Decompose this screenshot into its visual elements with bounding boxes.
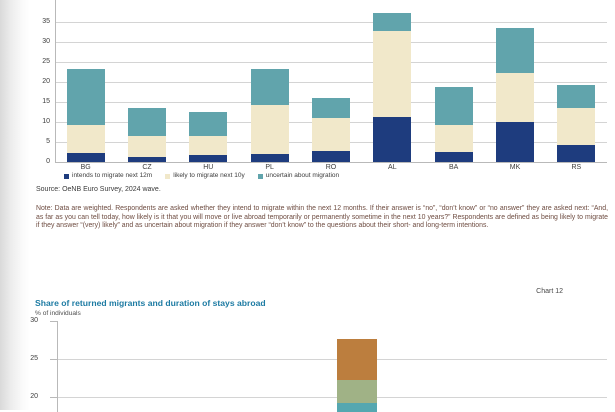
bar-segment [250, 153, 289, 162]
gridline-35 [55, 22, 607, 23]
chart2-unit-label: % of individuals [35, 310, 81, 317]
chart2-title: Share of returned migrants and duration … [35, 298, 266, 308]
stacked-bar-HU [189, 112, 228, 162]
legend-item: intends to migrate next 12m [64, 172, 152, 180]
y-tick-label: 15 [42, 98, 50, 105]
bar-segment [66, 69, 105, 125]
bar-segment [434, 86, 473, 125]
gridline-20 [57, 397, 607, 398]
bar-segment [66, 124, 105, 153]
stacked-bar-PL [250, 69, 289, 162]
y-tick-label: 35 [42, 18, 50, 25]
y-tick-label: 30 [42, 38, 50, 45]
gridline-0 [55, 162, 607, 163]
gridline-20 [55, 82, 607, 83]
gridline-25 [55, 62, 607, 63]
stacked-bar-MK [496, 28, 534, 162]
bar-segment [189, 135, 228, 155]
legend-swatch-icon [165, 173, 171, 179]
x-axis-label-AL: AL [388, 164, 397, 171]
y-tick-label: 10 [42, 118, 50, 125]
x-axis-label-CZ: CZ [142, 164, 152, 171]
bar-segment [250, 105, 289, 154]
bar-segment [128, 157, 166, 162]
y-tick-mark [50, 321, 57, 322]
bar-segment [557, 144, 596, 162]
x-axis-label-RO: RO [325, 164, 337, 171]
bar-segment [373, 30, 412, 118]
y-tick-label: 25 [30, 355, 38, 362]
bar-segment [128, 135, 166, 158]
bar-segment [557, 108, 596, 145]
y-tick-label: 0 [46, 158, 50, 165]
migration-intentions-legend: intends to migrate next 12m likely to mig… [64, 172, 339, 180]
bar-segment [128, 107, 166, 136]
y-axis-line [55, 0, 56, 162]
y-tick-label: 5 [46, 138, 50, 145]
bar-segment [66, 152, 105, 162]
y-tick-label: 25 [42, 58, 50, 65]
bar-segment [557, 84, 596, 108]
gridline-25 [57, 359, 607, 360]
stacked-bar-BA [434, 86, 473, 162]
legend-label: intends to migrate next 12m [72, 172, 153, 179]
x-axis-label-PL: PL [265, 164, 274, 171]
bar-segment [312, 98, 350, 119]
bar-segment [434, 124, 473, 152]
y-tick-label: 30 [30, 317, 38, 324]
legend-swatch-icon [64, 173, 69, 179]
bar-segment [189, 112, 228, 136]
y-tick-label: 20 [30, 393, 38, 400]
chart-number-label: Chart 12 [536, 288, 563, 295]
x-axis-label-BG: BG [80, 164, 91, 171]
bar-segment [496, 73, 534, 122]
x-axis-label-HU: HU [203, 164, 214, 171]
source-line: Source: OeNB Euro Survey, 2024 wave. [36, 186, 161, 193]
x-axis-label-BA: BA [448, 164, 459, 171]
x-axis-label-RS: RS [571, 164, 582, 171]
stacked-bar-RO [312, 98, 350, 162]
stacked-bar-BG [66, 69, 105, 162]
stacked-bar-AL [373, 12, 412, 162]
bar-segment [250, 69, 289, 106]
note-text: Note: Data are weighted. Respondents are… [36, 204, 608, 230]
x-axis-label-MK: MK [509, 164, 521, 171]
legend-item: likely to migrate next 10y [165, 172, 245, 180]
y-tick-mark [50, 359, 57, 360]
bar-segment [189, 154, 228, 162]
returned-migrants-chart: 30 25 20 [0, 317, 615, 412]
stacked-bar-CZ [128, 107, 166, 162]
bar-segment-teal2 [337, 403, 377, 412]
migration-intentions-chart: 35 30 25 20 15 10 5 0 BG CZ HU PL RO AL BA MK RS [0, 0, 615, 182]
gridline-30 [55, 42, 607, 43]
legend-label: likely to migrate next 10y [173, 172, 245, 179]
y-tick-mark [50, 397, 57, 398]
bar-segment [434, 151, 473, 162]
bar-segment [373, 12, 412, 31]
y-axis-line [57, 321, 58, 412]
bar-segment [312, 150, 350, 162]
legend-label: uncertain about migration [265, 172, 340, 179]
bar-segment [496, 28, 534, 74]
bar-segment-brown [337, 339, 377, 381]
bar-segment [373, 117, 412, 162]
legend-swatch-icon [257, 173, 263, 179]
y-tick-label: 20 [42, 78, 50, 85]
stacked-bar-RS [557, 84, 596, 162]
bar-segment [312, 118, 350, 151]
bar-segment-sage [337, 380, 377, 404]
legend-item: uncertain about migration [257, 172, 340, 180]
bar-segment [496, 122, 534, 162]
